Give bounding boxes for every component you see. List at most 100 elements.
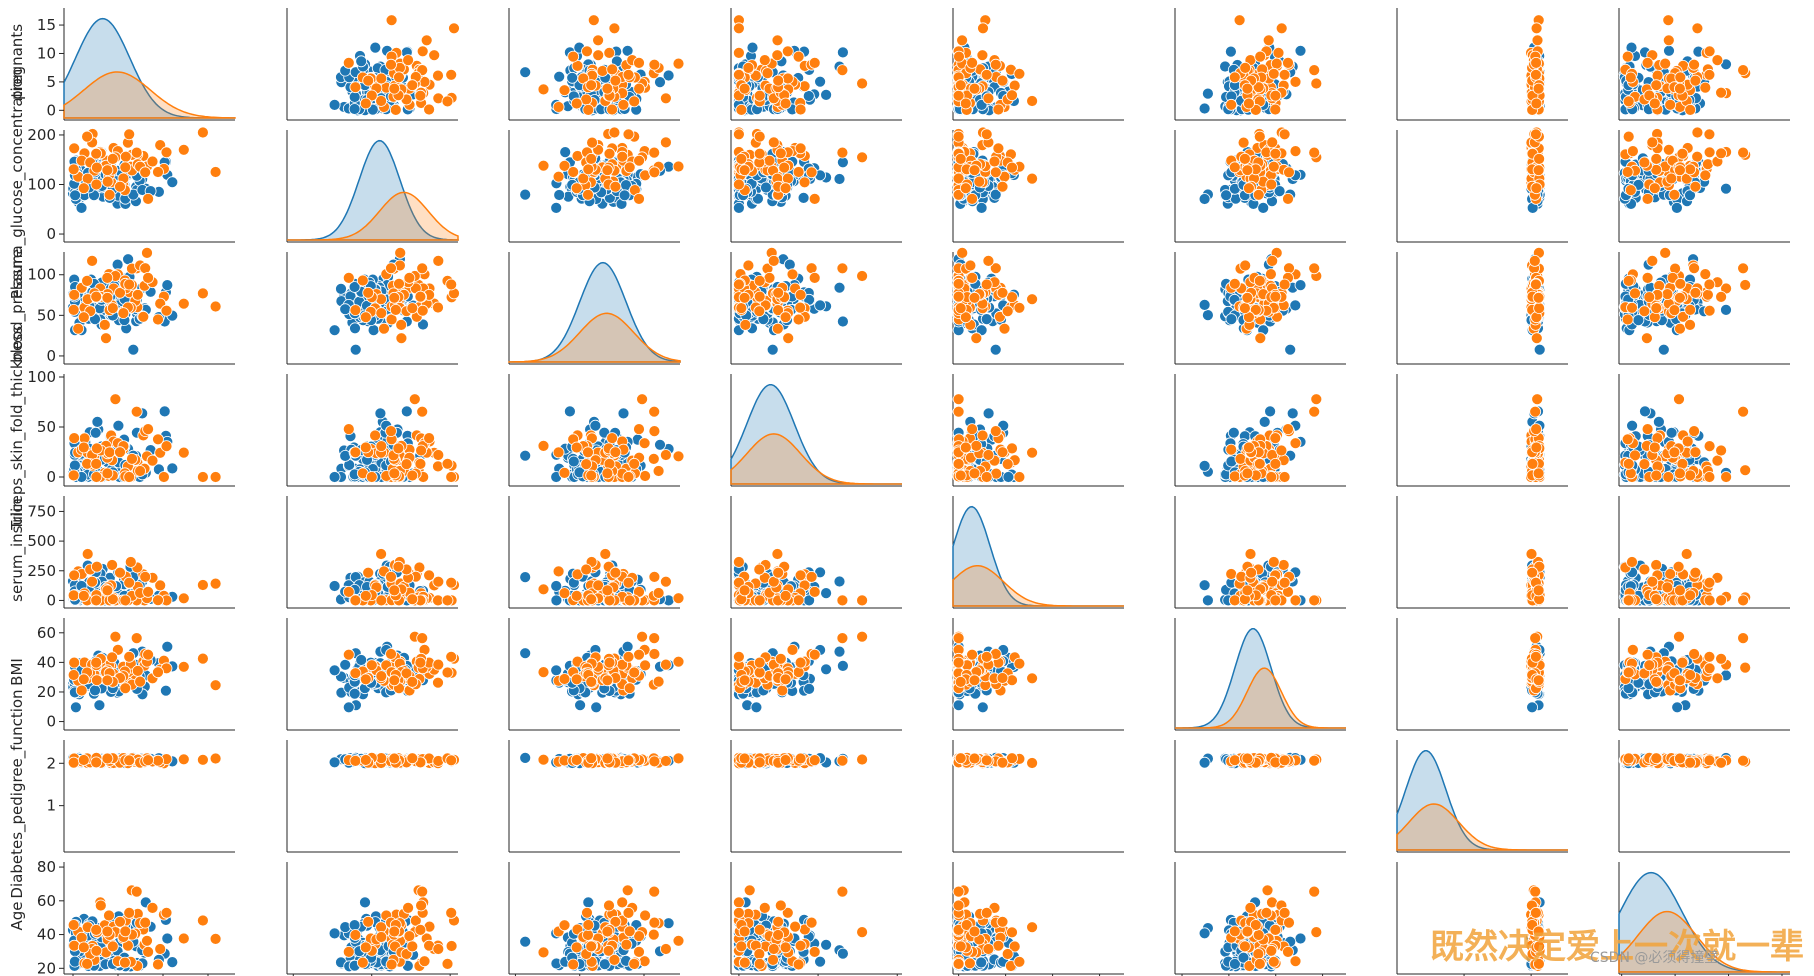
scatter-point xyxy=(977,22,989,35)
scatter-point xyxy=(746,41,759,54)
scatter-point xyxy=(1650,79,1663,92)
scatter-point xyxy=(1006,89,1018,102)
panel-plasma_glucose_concentration-vs-age xyxy=(1618,126,1790,243)
scatter-point xyxy=(367,324,380,337)
scatter-point xyxy=(416,262,429,275)
scatter-point xyxy=(633,192,645,205)
scatter-point xyxy=(648,58,661,71)
scatter-point xyxy=(1013,67,1026,80)
y-tick-label: 0 xyxy=(46,225,56,243)
scatter-point xyxy=(142,192,155,205)
scatter-point xyxy=(406,79,419,92)
scatter-point xyxy=(1665,172,1678,185)
y-tick-label: 5 xyxy=(46,73,56,91)
scatter-point xyxy=(1668,188,1681,201)
scatter-point xyxy=(1289,76,1302,88)
panel-plasma_glucose_concentration-vs-blood_pressure xyxy=(508,126,685,243)
scatter-point xyxy=(592,49,605,62)
scatter-point xyxy=(609,74,622,87)
scatter-point xyxy=(1006,161,1018,174)
scatter-point xyxy=(763,271,776,284)
scatter-point xyxy=(553,189,566,201)
scatter-point xyxy=(1664,98,1677,111)
scatter-point xyxy=(1662,14,1675,27)
scatter-point xyxy=(980,68,993,81)
scatter-point xyxy=(606,432,618,445)
scatter-point xyxy=(374,407,387,420)
scatter-point xyxy=(68,432,81,445)
scatter-point xyxy=(1026,95,1038,107)
scatter-point xyxy=(142,586,155,598)
scatter-point xyxy=(106,302,119,315)
scatter-point xyxy=(968,291,981,304)
scatter-point xyxy=(1659,57,1672,70)
scatter-point xyxy=(365,471,378,483)
scatter-point xyxy=(209,471,222,483)
scatter-point xyxy=(1703,146,1716,159)
scatter-point xyxy=(753,130,766,143)
scatter-point xyxy=(580,458,593,471)
scatter-point xyxy=(779,182,792,195)
scatter-point xyxy=(628,95,641,108)
scatter-point xyxy=(968,467,981,480)
scatter-point xyxy=(552,446,565,459)
scatter-point xyxy=(328,471,341,483)
scatter-point xyxy=(369,41,382,54)
scatter-point xyxy=(559,146,572,159)
scatter-point xyxy=(1681,435,1694,448)
scatter-point xyxy=(1531,393,1544,406)
scatter-point xyxy=(982,449,995,461)
scatter-point xyxy=(1673,393,1685,406)
scatter-point xyxy=(448,22,460,35)
scatter-point xyxy=(587,14,600,27)
scatter-point xyxy=(69,459,81,472)
scatter-point xyxy=(91,161,103,174)
scatter-point xyxy=(1228,161,1241,174)
scatter-point xyxy=(609,180,622,193)
scatter-point xyxy=(441,95,454,108)
scatter-point xyxy=(375,307,388,320)
scatter-point xyxy=(1265,268,1277,281)
scatter-point xyxy=(608,126,621,139)
scatter-point xyxy=(954,469,967,482)
scatter-point xyxy=(1650,152,1663,165)
scatter-point xyxy=(152,313,164,326)
scatter-point xyxy=(1641,271,1654,284)
scatter-point xyxy=(964,259,977,272)
scatter-point xyxy=(160,146,173,159)
scatter-point xyxy=(1661,288,1674,301)
scatter-point xyxy=(1228,71,1241,84)
scatter-point xyxy=(375,440,388,453)
scatter-point xyxy=(196,471,209,483)
scatter-point xyxy=(90,471,103,483)
y-tick-label: 50 xyxy=(37,306,56,324)
scatter-point xyxy=(1532,82,1545,95)
scatter-point xyxy=(738,164,751,177)
scatter-point xyxy=(124,556,137,568)
scatter-point xyxy=(733,68,745,81)
scatter-point xyxy=(365,89,378,102)
scatter-point xyxy=(1703,304,1716,317)
scatter-point xyxy=(1639,405,1651,418)
scatter-point xyxy=(766,343,779,356)
scatter-point xyxy=(1198,102,1211,115)
y-tick-label: 15 xyxy=(37,16,56,34)
scatter-point xyxy=(820,89,832,101)
scatter-point xyxy=(1243,97,1255,110)
scatter-point xyxy=(109,393,122,406)
scatter-point xyxy=(596,65,609,77)
scatter-point xyxy=(101,271,114,284)
scatter-point xyxy=(570,441,583,454)
scatter-point xyxy=(420,34,433,47)
y-tick-label: 100 xyxy=(27,368,56,386)
scatter-point xyxy=(1737,262,1749,275)
scatter-point xyxy=(101,291,114,304)
y-tick-label: 500 xyxy=(27,532,56,550)
scatter-point xyxy=(415,444,428,457)
scatter-point xyxy=(585,152,598,165)
scatter-point xyxy=(77,182,90,195)
scatter-point xyxy=(1243,441,1255,454)
scatter-point xyxy=(127,343,140,356)
scatter-point xyxy=(1688,58,1700,71)
